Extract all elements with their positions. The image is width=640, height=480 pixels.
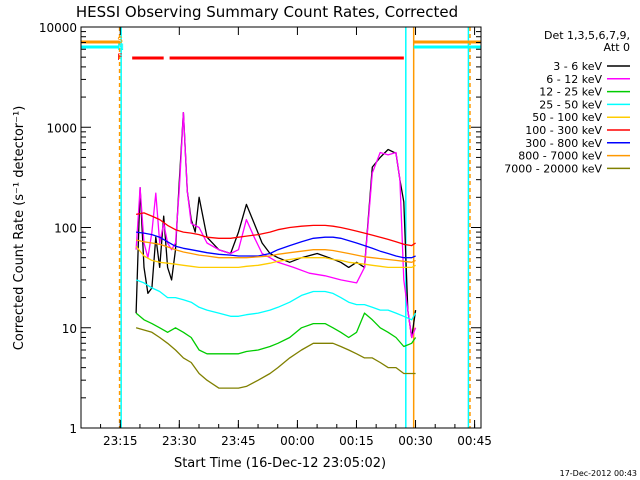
chart-title: HESSI Observing Summary Count Rates, Cor… <box>76 3 458 21</box>
x-tick-label: 00:15 <box>339 434 374 448</box>
footer-timestamp: 17-Dec-2012 00:43 <box>560 469 637 478</box>
x-axis-label: Start Time (16-Dec-12 23:05:02) <box>174 456 386 471</box>
legend-label: 50 - 100 keV <box>532 111 602 124</box>
x-tick-label: 23:45 <box>221 434 256 448</box>
y-axis-ticks: 1 10 100 1000 10000 <box>39 21 481 436</box>
flag-letter: S <box>117 36 123 46</box>
y-tick-label: 1 <box>69 422 77 436</box>
flag-lines <box>81 27 481 428</box>
series-line <box>135 327 416 389</box>
flag-letter: F <box>117 53 122 63</box>
legend-label: 6 - 12 keV <box>546 73 602 86</box>
legend-label: 3 - 6 keV <box>553 60 602 73</box>
legend-label: 12 - 25 keV <box>539 86 602 99</box>
series-line <box>135 312 417 355</box>
legend-subtitle: Att 0 <box>604 41 630 54</box>
legend-label: 800 - 7000 keV <box>518 150 602 163</box>
series-line <box>135 111 417 339</box>
flag-markers: SNF <box>117 36 124 63</box>
legend-title: Det 1,3,5,6,7,9, <box>544 29 630 42</box>
series-line <box>135 212 416 247</box>
legend-label: 300 - 800 keV <box>525 137 602 150</box>
flag-letter: N <box>117 43 124 53</box>
x-tick-label: 23:30 <box>162 434 197 448</box>
x-tick-label: 00:30 <box>398 434 433 448</box>
series-line <box>135 239 416 263</box>
legend-label: 100 - 300 keV <box>525 124 602 137</box>
plot-frame <box>80 26 482 429</box>
series-line <box>135 245 416 269</box>
y-tick-label: 1000 <box>46 121 77 135</box>
legend-label: 7000 - 20000 keV <box>504 162 602 175</box>
y-tick-label: 10000 <box>39 21 77 35</box>
y-tick-label: 100 <box>54 222 77 236</box>
x-tick-label: 00:45 <box>457 434 492 448</box>
x-axis-ticks: 23:15 23:30 23:45 00:00 00:15 00:30 00:45 <box>100 27 492 448</box>
x-tick-label: 23:15 <box>103 434 138 448</box>
y-tick-label: 10 <box>62 322 77 336</box>
y-axis-label: Corrected Count Rate (s⁻¹ detector⁻¹) <box>12 106 27 351</box>
series-line <box>135 279 417 321</box>
series-group <box>135 111 417 389</box>
series-line <box>136 231 416 259</box>
legend-label: 25 - 50 keV <box>539 98 602 111</box>
x-tick-label: 00:00 <box>280 434 315 448</box>
plot-area: SNF 23:15 23:30 23:45 00:00 00:15 00:30 00:45 … <box>39 21 492 448</box>
series-line <box>135 111 417 339</box>
